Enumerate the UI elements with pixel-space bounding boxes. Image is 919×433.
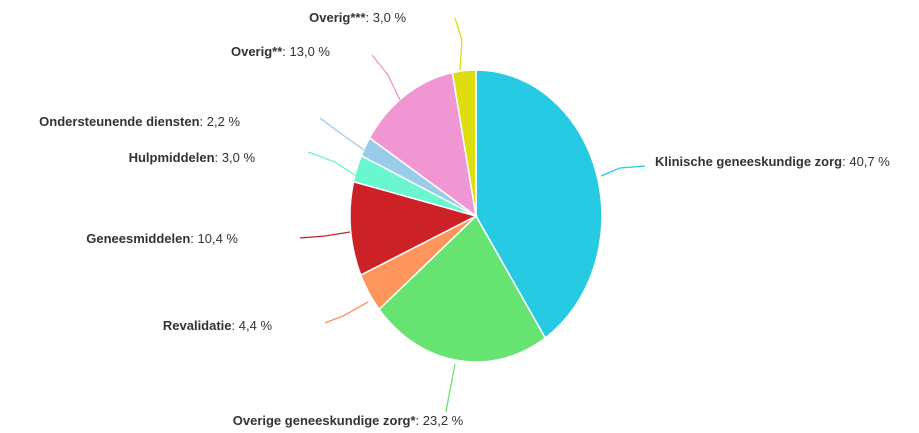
data-label-name: Ondersteunende diensten (39, 114, 199, 129)
data-label-value: : 23,2 % (416, 413, 464, 428)
data-label-value: : 2,2 % (200, 114, 241, 129)
data-label-name: Overig** (231, 44, 283, 59)
data-label-name: Overige geneeskundige zorg* (233, 413, 417, 428)
leader-line-5 (307, 151, 357, 177)
data-label-value: : 40,7 % (842, 154, 890, 169)
data-label-name: Klinische geneeskundige zorg (655, 154, 842, 169)
data-label-5: Hulpmiddelen: 3,0 % (129, 150, 256, 165)
leader-line-7 (371, 54, 401, 101)
leader-line-8 (454, 17, 463, 71)
pie-slice-2[interactable] (378, 214, 547, 363)
pie-slices (349, 69, 603, 363)
data-label-4: Geneesmiddelen: 10,4 % (86, 231, 238, 246)
data-labels: Klinische geneeskundige zorg: 40,7 % Over… (39, 10, 890, 428)
data-label-name: Revalidatie (163, 318, 232, 333)
data-label-value: : 10,4 % (190, 231, 238, 246)
data-label-7: Overig**: 13,0 % (231, 44, 330, 59)
data-label-3: Revalidatie: 4,4 % (163, 318, 273, 333)
data-label-1: Klinische geneeskundige zorg: 40,7 % (655, 154, 890, 169)
leader-line-2 (445, 363, 456, 413)
data-label-2: Overige geneeskundige zorg*: 23,2 % (233, 413, 464, 428)
leader-line-4 (299, 231, 351, 239)
data-label-name: Geneesmiddelen (86, 231, 190, 246)
data-label-value: : 3,0 % (366, 10, 407, 25)
leader-line-1 (600, 165, 646, 177)
data-label-name: Overig*** (309, 10, 366, 25)
leader-line-6 (319, 117, 365, 151)
leader-lines (299, 17, 646, 413)
data-label-8: Overig***: 3,0 % (309, 10, 406, 25)
data-label-value: : 13,0 % (282, 44, 330, 59)
data-label-value: : 4,4 % (232, 318, 273, 333)
data-label-6: Ondersteunende diensten: 2,2 % (39, 114, 240, 129)
pie-slice-7[interactable] (368, 71, 478, 218)
leader-line-3 (324, 301, 369, 324)
pie-slice-4[interactable] (349, 180, 479, 277)
pie-slice-8[interactable] (451, 69, 477, 217)
data-label-name: Hulpmiddelen (129, 150, 215, 165)
data-label-value: : 3,0 % (215, 150, 256, 165)
